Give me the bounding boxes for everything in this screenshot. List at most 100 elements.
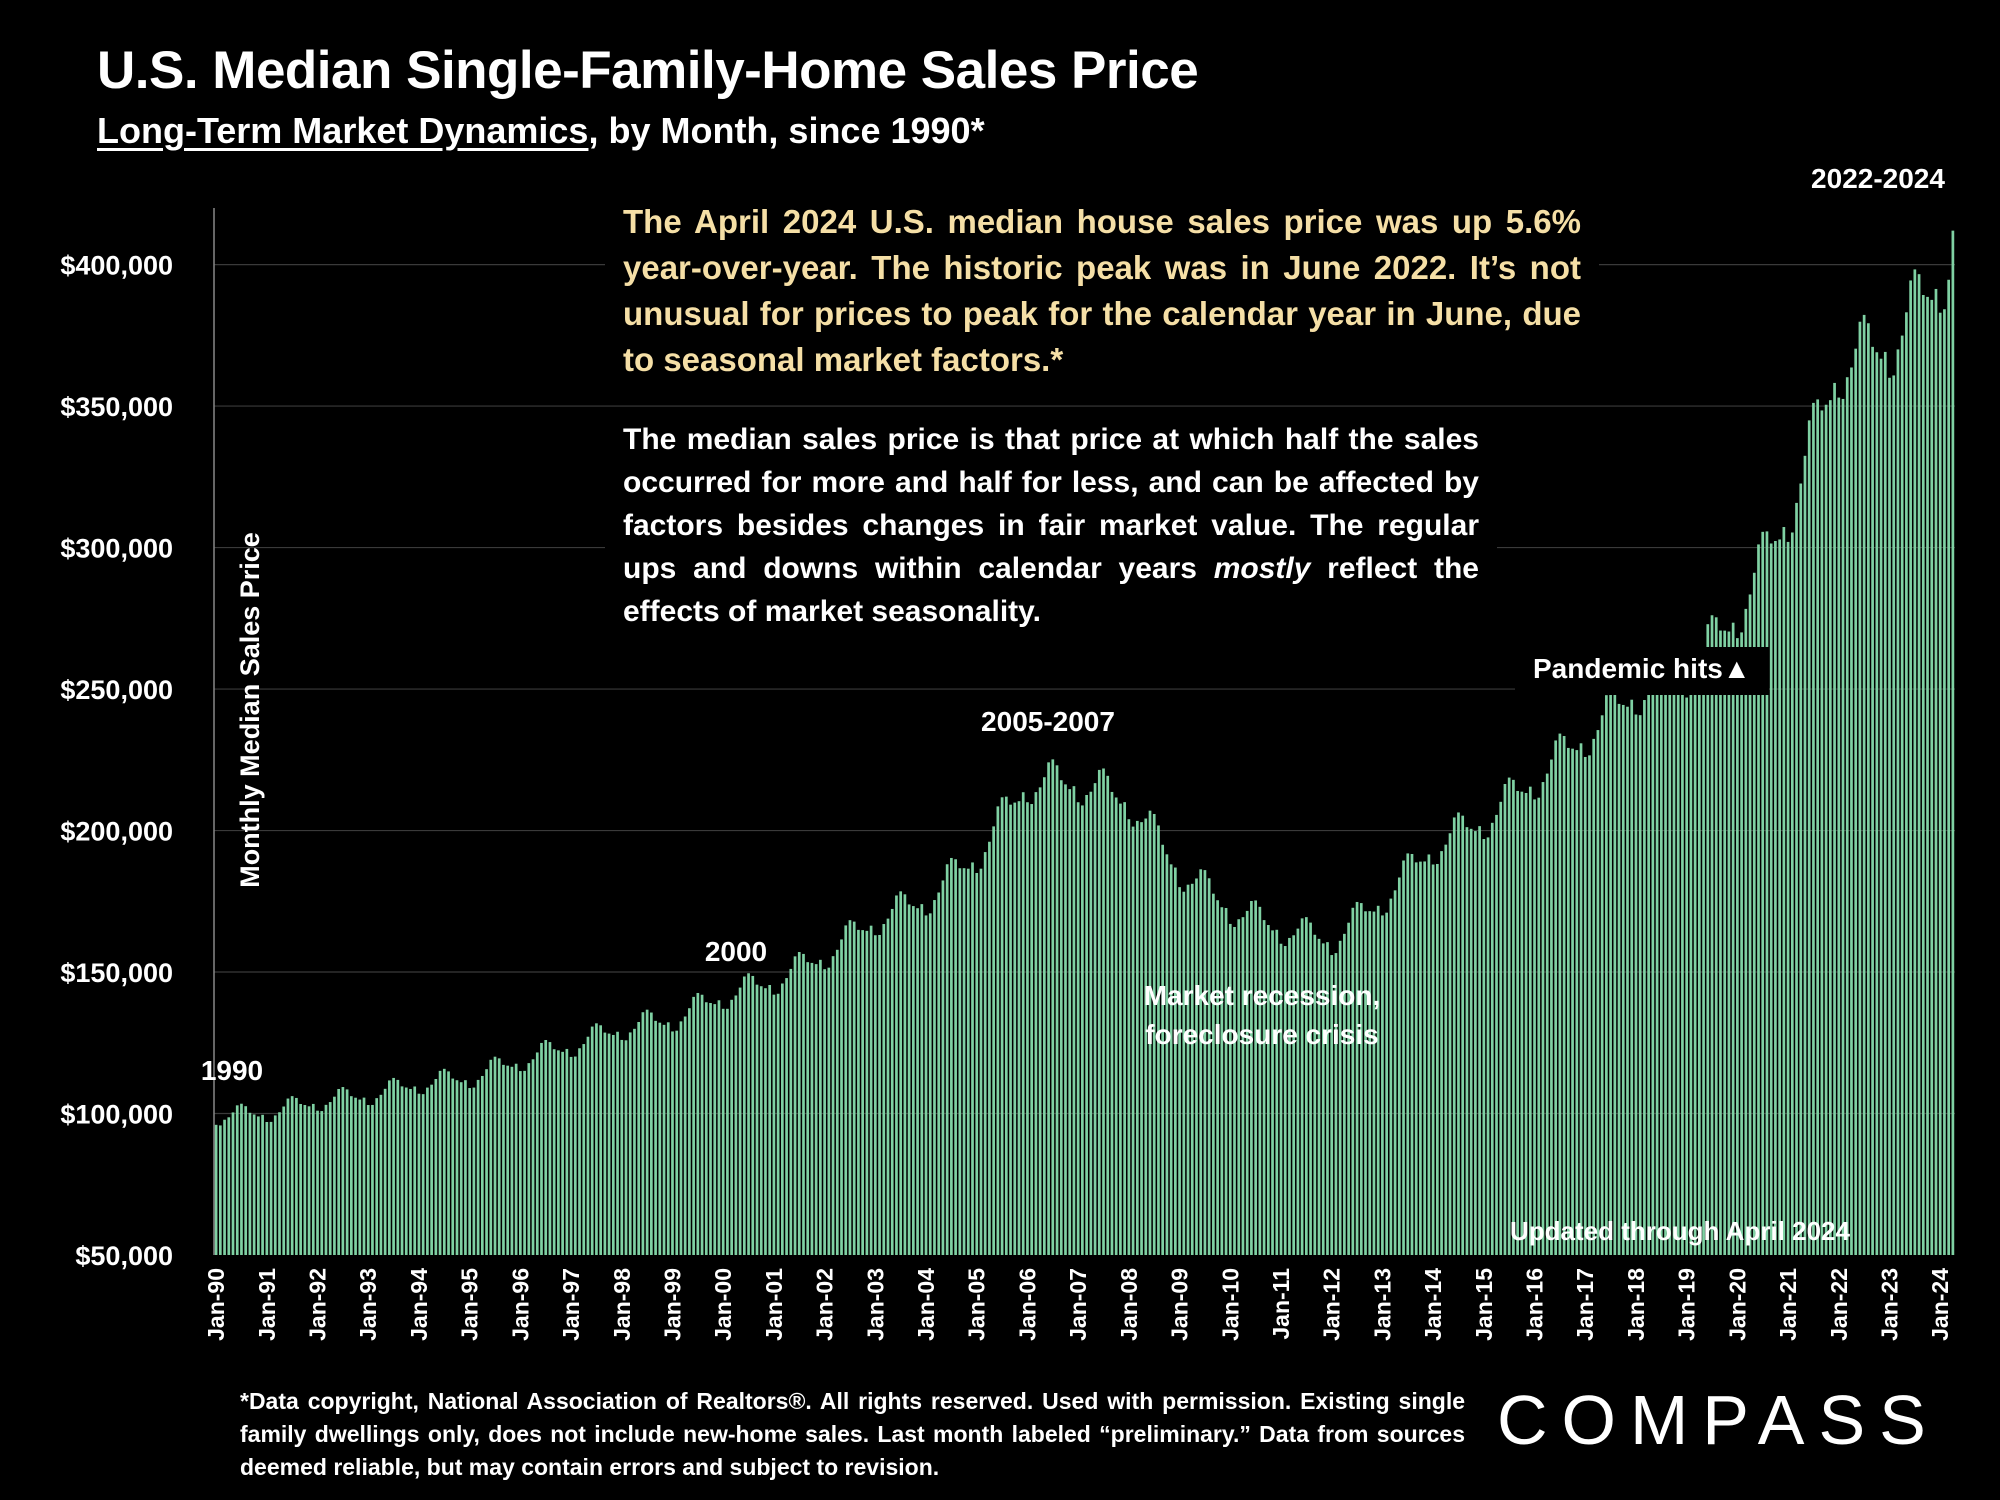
price-bar	[1499, 801, 1503, 1255]
price-bar	[713, 1004, 717, 1255]
updated-note: Updated through April 2024	[1510, 1216, 1850, 1246]
price-bar	[257, 1116, 260, 1255]
price-bar	[1461, 815, 1465, 1255]
price-bar	[595, 1023, 598, 1255]
price-bar	[671, 1031, 674, 1255]
price-bar	[235, 1105, 239, 1255]
price-bar	[611, 1034, 615, 1255]
price-bar	[299, 1104, 302, 1255]
price-bar	[1833, 382, 1836, 1255]
price-bar	[1258, 906, 1262, 1255]
price-bar	[1592, 738, 1596, 1255]
price-bar	[1892, 375, 1896, 1255]
price-bar	[1106, 775, 1110, 1255]
price-bar	[261, 1114, 264, 1255]
price-bar	[540, 1042, 543, 1255]
price-bar	[1533, 799, 1536, 1255]
definition-text: The median sales price is that price at …	[623, 423, 1479, 585]
price-bar	[1114, 797, 1118, 1255]
price-bar	[320, 1111, 324, 1255]
price-bar	[1440, 851, 1443, 1255]
price-bar	[1503, 783, 1507, 1255]
price-bar	[455, 1080, 459, 1255]
price-bar	[1283, 946, 1287, 1255]
page-subtitle: Long-Term Market Dynamics, by Month, sin…	[97, 110, 985, 152]
price-bar	[1643, 700, 1646, 1255]
price-bar	[1697, 664, 1701, 1255]
y-tick-labels: $50,000 $100,000 $150,000 $200,000 $250,000 $…	[60, 251, 173, 1271]
price-bar	[1271, 930, 1274, 1255]
x-tick-label: Jan-10	[1217, 1268, 1243, 1341]
price-bar	[1655, 661, 1659, 1255]
price-bar	[912, 906, 915, 1255]
price-bar	[1575, 750, 1579, 1255]
price-bar	[548, 1042, 552, 1255]
price-bar	[1224, 907, 1228, 1255]
price-bar	[992, 826, 995, 1255]
price-bar	[1097, 769, 1101, 1255]
price-bar	[1174, 867, 1177, 1255]
x-tick-label: Jan-13	[1369, 1268, 1395, 1341]
price-bar	[920, 904, 924, 1255]
price-bar	[447, 1071, 450, 1255]
price-bar	[1934, 288, 1938, 1255]
price-bar	[848, 920, 852, 1255]
price-bar	[1875, 352, 1879, 1255]
x-tick-label: Jan-95	[457, 1268, 483, 1341]
price-bar	[358, 1099, 362, 1255]
annotation-1990: 1990	[201, 1055, 263, 1086]
price-bar	[1203, 870, 1207, 1255]
x-tick-label: Jan-94	[406, 1268, 432, 1341]
price-bar	[569, 1056, 573, 1255]
price-bar	[1414, 862, 1418, 1255]
price-bar	[451, 1078, 455, 1255]
price-bar	[1030, 804, 1034, 1255]
price-bar	[620, 1039, 624, 1255]
price-bar	[362, 1097, 366, 1255]
definition-italic: mostly	[1213, 552, 1311, 585]
price-bar	[240, 1103, 243, 1255]
x-tick-label: Jan-00	[710, 1268, 736, 1341]
price-bar	[227, 1117, 231, 1255]
price-bar	[1482, 839, 1486, 1255]
x-tick-label: Jan-14	[1420, 1268, 1446, 1341]
price-bar	[1888, 377, 1891, 1255]
price-bar	[1436, 863, 1439, 1255]
price-bar	[1905, 312, 1908, 1255]
price-bar	[1220, 907, 1224, 1255]
price-bar	[1093, 783, 1097, 1255]
price-bar	[278, 1112, 281, 1255]
price-bar	[1402, 860, 1405, 1255]
price-bar	[1744, 608, 1748, 1255]
price-bar	[738, 987, 742, 1255]
price-bar	[709, 1002, 712, 1255]
price-bar	[1157, 825, 1160, 1255]
price-bar	[421, 1094, 425, 1255]
price-bar	[1127, 819, 1131, 1255]
price-bar	[1119, 803, 1122, 1255]
price-bar	[814, 964, 818, 1255]
price-bar	[975, 872, 979, 1255]
price-bar	[1879, 358, 1883, 1255]
price-bar	[1790, 532, 1794, 1255]
x-tick-label: Jan-02	[812, 1268, 838, 1341]
price-bar	[1774, 540, 1777, 1255]
price-bar	[1317, 938, 1321, 1255]
price-bar	[1279, 943, 1283, 1255]
price-bar	[1858, 321, 1862, 1256]
price-bar	[265, 1122, 269, 1255]
price-bar	[1123, 802, 1126, 1255]
x-tick-label: Jan-21	[1775, 1268, 1801, 1341]
price-bar	[375, 1098, 379, 1255]
price-bar	[1634, 714, 1638, 1255]
price-bar	[1178, 887, 1181, 1255]
price-bar	[637, 1021, 641, 1255]
price-bar	[519, 1071, 522, 1255]
price-bar	[1951, 230, 1955, 1255]
y-tick-label: $350,000	[60, 392, 173, 422]
price-bar	[1672, 680, 1676, 1255]
price-bar	[628, 1032, 632, 1255]
price-bar	[1812, 402, 1815, 1255]
price-bar	[633, 1028, 636, 1255]
price-bar	[768, 985, 772, 1255]
